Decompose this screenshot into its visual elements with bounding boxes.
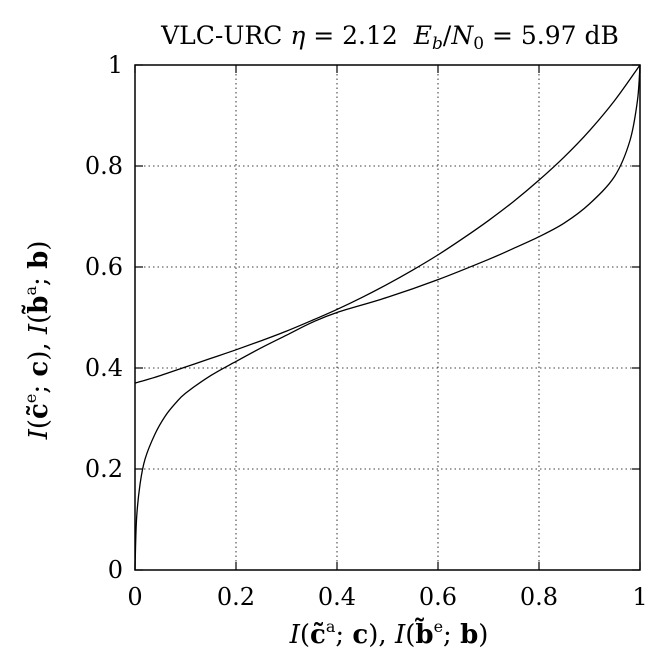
- title-eta-value: = 2.12: [313, 21, 398, 50]
- chart-title: VLC-URC η = 2.12 Eb/N0 = 5.97 dB: [160, 21, 619, 55]
- y-tick-label: 1: [108, 51, 123, 79]
- x-tick-label: 0.8: [520, 583, 558, 611]
- plot-frame: [134, 64, 641, 571]
- x-tick-label: 0.4: [318, 583, 356, 611]
- title-eb-sub: b: [432, 34, 443, 54]
- y-axis-label: I(c̃e; c), I(b̃a; b): [21, 241, 54, 441]
- title-snr-value: = 5.97 dB: [492, 21, 619, 50]
- x-tick-label: 0: [127, 583, 142, 611]
- exit-curve-1: [134, 64, 641, 384]
- title-eb: E: [413, 21, 432, 50]
- y-tick-label: 0.4: [85, 354, 123, 382]
- y-tick-label: 0.2: [85, 455, 123, 483]
- title-n0-sub: 0: [473, 34, 484, 54]
- x-axis-label: I(c̃a; c), I(b̃e; b): [289, 617, 489, 650]
- exit-curve-2: [134, 64, 641, 571]
- x-tick-label: 1: [632, 583, 647, 611]
- grid-lines: [135, 65, 640, 570]
- y-tick-labels: 0 0.2 0.4 0.6 0.8 1: [85, 51, 123, 584]
- x-tick-label: 0.6: [419, 583, 457, 611]
- y-tick-label: 0.6: [85, 253, 123, 281]
- title-n0: N: [450, 21, 474, 50]
- title-slash: /: [443, 21, 452, 50]
- y-tick-label: 0: [108, 556, 123, 584]
- title-prefix: VLC-URC: [160, 21, 282, 50]
- y-tick-label: 0.8: [85, 152, 123, 180]
- curves: [134, 64, 641, 571]
- tick-marks: [134, 64, 641, 571]
- x-tick-label: 0.2: [217, 583, 255, 611]
- title-eta: η: [290, 21, 305, 50]
- x-tick-labels: 0 0.2 0.4 0.6 0.8 1: [127, 583, 647, 611]
